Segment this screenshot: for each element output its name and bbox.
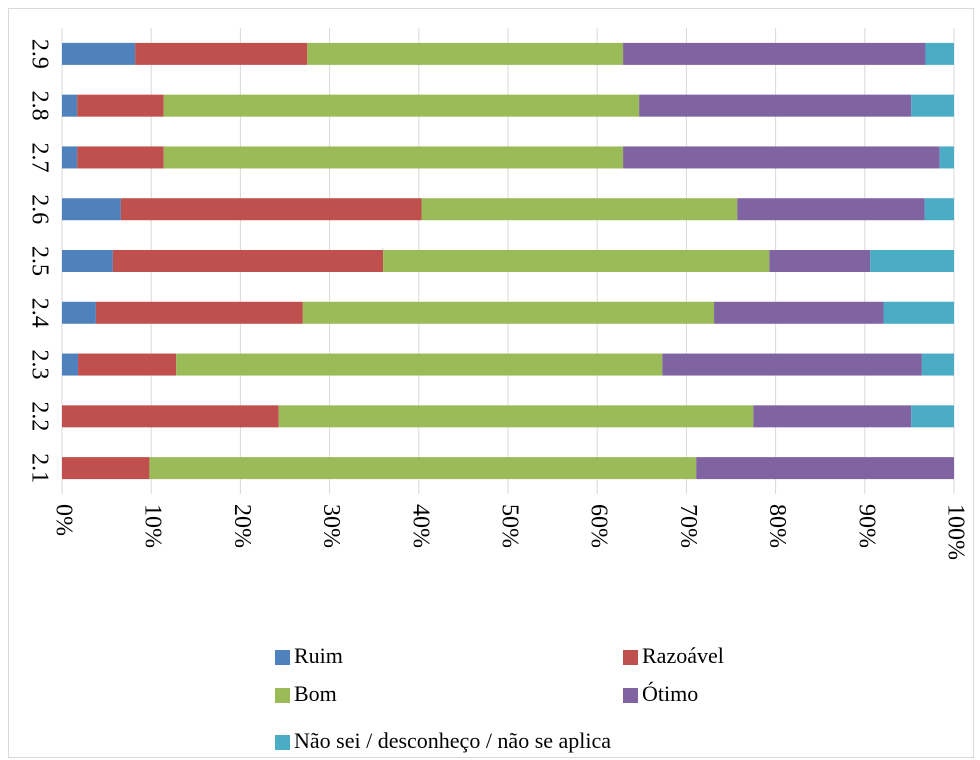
category-label: 2.2 xyxy=(26,401,52,431)
bar-segment xyxy=(62,250,113,272)
bar-segment xyxy=(163,146,624,169)
legend-swatch xyxy=(275,650,290,665)
bar-segment xyxy=(939,146,954,169)
x-tick-labels: 0% 10% 20% 30% 40% 50% 60% 70% 80% 90% 100% xyxy=(50,504,968,560)
bars xyxy=(62,42,954,480)
x-tick-label: 100% xyxy=(942,504,968,560)
bar-segment xyxy=(62,301,96,324)
x-tick-label: 10% xyxy=(140,504,166,548)
bar-segment xyxy=(62,146,78,169)
x-tick-label: 60% xyxy=(586,504,612,548)
bar-segment xyxy=(77,146,164,169)
category-label: 2.1 xyxy=(26,453,52,483)
x-tick-label: 0% xyxy=(50,504,76,536)
bar-segment xyxy=(78,353,177,376)
category-label: 2.6 xyxy=(26,194,52,224)
x-tick-label: 20% xyxy=(229,504,255,548)
bar-segment xyxy=(302,301,715,324)
bar-segment xyxy=(639,94,912,117)
bar-segment xyxy=(163,94,640,117)
x-tick-label: 40% xyxy=(407,504,433,548)
legend-swatch xyxy=(275,735,290,750)
category-label: 2.5 xyxy=(26,246,52,276)
bar-segment xyxy=(662,353,922,376)
bar-segment xyxy=(870,250,954,272)
category-label: 2.7 xyxy=(26,142,52,172)
bar-segment xyxy=(62,94,78,117)
bar-segment xyxy=(383,250,770,272)
bar-segment xyxy=(112,250,384,272)
bar-segment xyxy=(176,353,663,376)
legend-label: Ruim xyxy=(294,643,343,668)
bar-segment xyxy=(62,42,136,65)
bar-segment xyxy=(95,301,303,324)
bar-segment xyxy=(921,353,954,376)
category-label: 2.9 xyxy=(26,39,52,69)
category-labels: 2.9 2.8 2.7 2.6 2.5 2.4 2.3 2.2 2.1 xyxy=(26,39,52,483)
x-tick-label: 30% xyxy=(318,504,344,548)
legend-swatch xyxy=(275,688,290,703)
category-label: 2.3 xyxy=(26,350,52,380)
bar-segment xyxy=(149,457,697,480)
bar-segment xyxy=(62,198,121,221)
x-tick-label: 70% xyxy=(675,504,701,548)
bar-segment xyxy=(925,42,954,65)
bar-segment xyxy=(62,457,150,480)
bar-segment xyxy=(911,405,954,428)
legend-swatch xyxy=(623,650,638,665)
x-tick-label: 50% xyxy=(496,504,522,548)
bar-segment xyxy=(753,405,912,428)
bar-segment xyxy=(62,353,79,376)
category-label: 2.4 xyxy=(26,298,52,328)
legend-swatch xyxy=(623,688,638,703)
legend-label: Razoável xyxy=(642,643,724,668)
bar-segment xyxy=(62,405,279,428)
bar-segment xyxy=(278,405,754,428)
bar-segment xyxy=(77,94,164,117)
x-tick-label: 80% xyxy=(764,504,790,548)
bar-segment xyxy=(737,198,925,221)
legend: Ruim Razoável Bom Ótimo Não sei / desconheço… xyxy=(275,643,724,753)
bar-segment xyxy=(623,146,940,169)
bar-segment xyxy=(120,198,422,221)
bar-segment xyxy=(623,42,926,65)
bar-segment xyxy=(135,42,308,65)
legend-label: Bom xyxy=(294,681,337,706)
legend-label: Ótimo xyxy=(642,681,698,706)
bar-segment xyxy=(911,94,954,117)
bar-segment xyxy=(769,250,871,272)
x-tick-label: 90% xyxy=(853,504,879,548)
bar-segment xyxy=(924,198,954,221)
bar-segment xyxy=(307,42,624,65)
chart-frame xyxy=(8,8,974,758)
bar-segment xyxy=(421,198,738,221)
bar-segment xyxy=(714,301,884,324)
category-label: 2.8 xyxy=(26,91,52,121)
bar-segment xyxy=(883,301,954,324)
bar-segment xyxy=(696,457,954,480)
legend-label: Não sei / desconheço / não se aplica xyxy=(294,728,611,753)
